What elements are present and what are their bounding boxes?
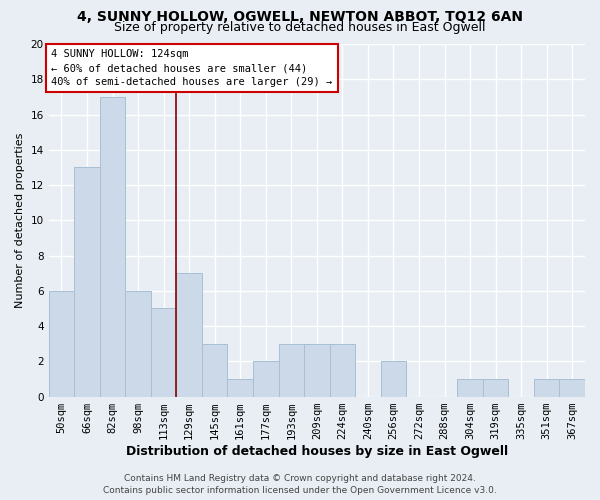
Bar: [202, 344, 227, 396]
Bar: [176, 273, 202, 396]
Bar: [125, 291, 151, 397]
X-axis label: Distribution of detached houses by size in East Ogwell: Distribution of detached houses by size …: [126, 444, 508, 458]
Bar: [278, 344, 304, 396]
Y-axis label: Number of detached properties: Number of detached properties: [15, 132, 25, 308]
Text: Contains HM Land Registry data © Crown copyright and database right 2024.
Contai: Contains HM Land Registry data © Crown c…: [103, 474, 497, 495]
Bar: [100, 97, 125, 396]
Bar: [380, 362, 406, 396]
Bar: [329, 344, 355, 396]
Bar: [483, 379, 508, 396]
Bar: [151, 308, 176, 396]
Text: 4 SUNNY HOLLOW: 124sqm
← 60% of detached houses are smaller (44)
40% of semi-det: 4 SUNNY HOLLOW: 124sqm ← 60% of detached…: [52, 50, 332, 88]
Bar: [74, 168, 100, 396]
Bar: [49, 291, 74, 397]
Text: Size of property relative to detached houses in East Ogwell: Size of property relative to detached ho…: [114, 22, 486, 35]
Bar: [253, 362, 278, 396]
Text: 4, SUNNY HOLLOW, OGWELL, NEWTON ABBOT, TQ12 6AN: 4, SUNNY HOLLOW, OGWELL, NEWTON ABBOT, T…: [77, 10, 523, 24]
Bar: [227, 379, 253, 396]
Bar: [534, 379, 559, 396]
Bar: [304, 344, 329, 396]
Bar: [457, 379, 483, 396]
Bar: [559, 379, 585, 396]
